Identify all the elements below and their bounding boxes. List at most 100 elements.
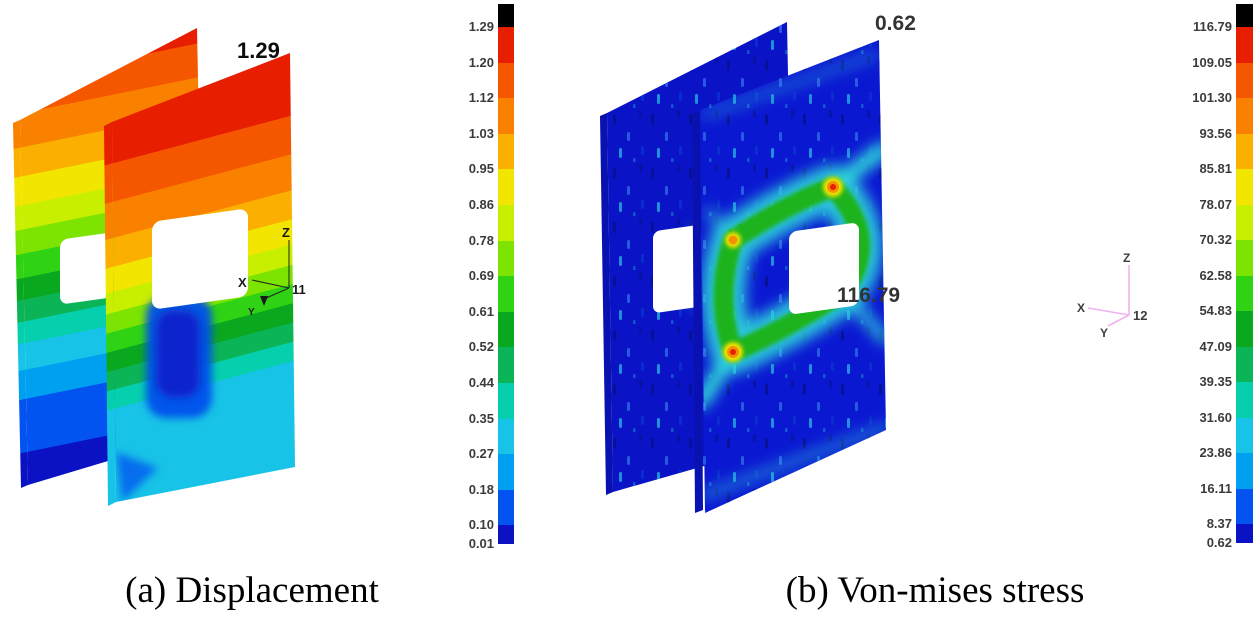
- colorbar-a-label: 0.01: [468, 536, 494, 552]
- colorbar-b-band: [1236, 169, 1253, 205]
- hotspot-red: [730, 349, 736, 355]
- corner-blue-blob: [116, 452, 158, 502]
- colorbar-b-band: [1236, 311, 1253, 347]
- panel-b-von-mises: 0.62 116.79 Z X Y 12: [600, 12, 1147, 513]
- ring-arm-top-right: [825, 142, 886, 195]
- max-value-annotation-b: 116.79: [837, 284, 900, 307]
- colorbar-a-band: [498, 133, 514, 170]
- y-axis-arrow-icon: [260, 296, 268, 306]
- colorbar-a-band: [498, 489, 514, 526]
- colorbar-b-label: 93.56: [1199, 125, 1232, 141]
- colorbar-a-band: [498, 98, 514, 134]
- panel-a-displacement: Z X Y 11 1.29: [13, 28, 306, 506]
- colorbar-b-label: 8.37: [1206, 516, 1232, 531]
- colorbar-a-label: 0.18: [468, 481, 494, 497]
- colorbar-a-label: 0.86: [468, 197, 494, 212]
- y-axis-line: [1107, 314, 1130, 327]
- colorbar-a-band: [498, 347, 514, 383]
- colorbar-a-label: 1.29: [468, 19, 494, 34]
- colorbar-a-label: 0.95: [468, 161, 494, 177]
- colorbar-a-band: [498, 169, 514, 205]
- colorbar-b-label: 101.30: [1192, 90, 1232, 105]
- colorbar-a-band: [498, 276, 514, 312]
- min-value-annotation-b: 0.62: [875, 12, 916, 35]
- colorbar-b-band: [1236, 275, 1253, 311]
- colorbar-b-cap: [1236, 4, 1253, 27]
- colorbar-b-label: 23.86: [1199, 445, 1232, 460]
- y-axis-line: [263, 287, 290, 300]
- colorbar-b-band: [1236, 382, 1253, 418]
- plate-a-front-shading: [116, 296, 212, 502]
- colorbar-b-label: 47.09: [1199, 338, 1232, 354]
- axis-label-y-a: Y: [248, 307, 255, 318]
- hotspot-orange: [728, 235, 738, 245]
- colorbar-a-band: [498, 454, 514, 490]
- colorbar-b-label: 78.07: [1199, 196, 1232, 212]
- plate-b-back-hole: [653, 225, 700, 313]
- plate-b-front-hole: [789, 223, 859, 314]
- colorbar-b-band: [1236, 453, 1253, 489]
- axis-label-x-b: X: [1077, 301, 1085, 315]
- max-value-annotation-a: 1.29: [237, 38, 280, 63]
- colorbar-a-band: [498, 311, 514, 348]
- colorbar-a-band: [498, 27, 514, 63]
- colorbar-b-band: [1236, 204, 1253, 240]
- colorbar-a-band: [498, 62, 514, 99]
- colorbar-b-label: 62.58: [1199, 267, 1232, 283]
- colorbar-b-label: 54.83: [1199, 303, 1232, 318]
- colorbar-a-label: 1.03: [468, 125, 494, 141]
- view-number-a: 11: [292, 282, 306, 297]
- colorbar-b-band: [1236, 240, 1253, 276]
- colorbar-b-label: 31.60: [1199, 409, 1232, 425]
- colorbar-b-label: 39.35: [1199, 374, 1232, 389]
- view-number-b: 12: [1133, 308, 1147, 323]
- colorbar-b-band: [1236, 488, 1253, 524]
- colorbar-a-band: [498, 383, 514, 419]
- colorbar-b-band: [1236, 62, 1253, 98]
- colorbar-b-label: 0.62: [1206, 535, 1232, 550]
- colorbar-b-band: [1236, 524, 1253, 543]
- colorbar-a-label: 0.27: [468, 446, 494, 462]
- colorbar-a-band: [498, 240, 514, 277]
- colorbar-a-cap: [498, 4, 514, 27]
- colorbar-a-band: [498, 525, 514, 545]
- caption-b: (b) Von-mises stress: [785, 570, 1085, 611]
- axis-label-x-a: X: [238, 275, 247, 290]
- axis-triad-a: [251, 240, 290, 300]
- axis-label-z-b: Z: [1123, 251, 1130, 265]
- plate-b-back-edge: [600, 113, 613, 495]
- axis-label-z-a: Z: [282, 225, 290, 240]
- colorbar-b-label: 85.81: [1199, 161, 1232, 176]
- colorbar-b-label: 116.79: [1192, 19, 1232, 34]
- caption-a: (a) Displacement: [125, 570, 379, 611]
- colorbar-a-label: 0.35: [468, 410, 494, 426]
- colorbar-b-band: [1236, 346, 1253, 382]
- plate-a-front-hole: [152, 209, 248, 309]
- colorbar-a-label: 0.10: [468, 517, 494, 533]
- deep-blue-blob: [156, 310, 200, 398]
- x-axis-line: [1087, 307, 1130, 316]
- colorbar-a-band: [498, 205, 514, 241]
- colorbar-b-band: [1236, 133, 1253, 169]
- colorbar-b-label: 16.11: [1200, 480, 1232, 496]
- colorbar-a-label: 0.61: [468, 303, 494, 319]
- colorbar-b-label: 109.05: [1192, 54, 1232, 70]
- plate-b-front-edge: [692, 110, 703, 513]
- colorbar-a-label: 0.69: [468, 268, 494, 284]
- bottom-cyan-band: [700, 423, 886, 500]
- colorbar-a-label: 1.12: [468, 90, 494, 106]
- top-cyan-band: [701, 51, 879, 119]
- x-axis-line: [251, 279, 290, 289]
- axis-triad-b: [1087, 265, 1130, 327]
- colorbar-a-label: 0.52: [468, 339, 494, 355]
- colorbar-b-label: 70.32: [1199, 232, 1232, 247]
- colorbar-b-band: [1236, 27, 1253, 63]
- plate-a-front-edge: [104, 122, 116, 506]
- colorbar-b-band: [1236, 417, 1253, 453]
- axis-label-y-b: Y: [1100, 326, 1108, 340]
- colorbar-b-band: [1236, 98, 1253, 134]
- plate-a-back-edge: [13, 120, 28, 488]
- colorbar-a-label: 0.44: [468, 375, 494, 390]
